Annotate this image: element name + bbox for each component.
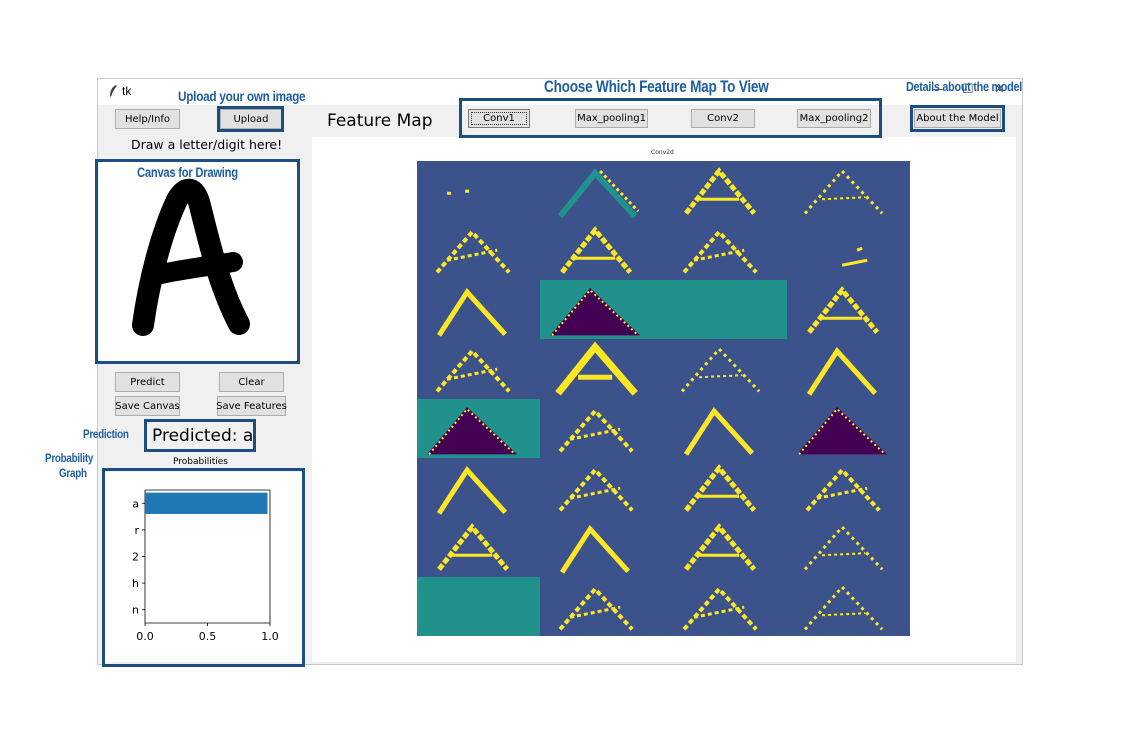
y-tick-label: r <box>134 524 139 537</box>
annotation-box-about <box>910 105 1005 132</box>
feature-map-tile <box>786 220 910 280</box>
feature-map-tile <box>786 339 910 399</box>
feature-map-tile <box>786 457 910 518</box>
tk-feather-icon <box>110 85 117 97</box>
annotation-probability-line1: Probability <box>45 451 94 465</box>
annotation-choose-feature-map: Choose Which Feature Map To View <box>544 77 769 96</box>
annotation-canvas: Canvas for Drawing <box>137 164 238 180</box>
help-info-button[interactable]: Help/Info <box>115 109 180 129</box>
feature-map-tile <box>786 517 910 577</box>
feature-map-tile <box>417 398 541 458</box>
minimize-icon[interactable]: — <box>932 82 945 97</box>
annotation-box-feature-tabs <box>459 98 882 138</box>
tab-conv1[interactable]: Conv1 <box>468 109 530 128</box>
about-model-button[interactable]: About the Model <box>914 109 1001 128</box>
feature-map-tile <box>417 339 541 399</box>
feature-map-tile <box>540 576 664 636</box>
feature-map-tile <box>417 457 541 518</box>
probability-chart: a r 2 h n 0.0 0.5 1.0 <box>132 489 279 643</box>
y-tick-label: a <box>132 497 139 510</box>
tab-max-pooling2[interactable]: Max_pooling2 <box>797 109 871 128</box>
prediction-output: Predicted: a <box>152 426 254 446</box>
probabilities-title: Probabilities <box>173 457 228 467</box>
annotation-box-upload <box>217 106 284 132</box>
draw-prompt: Draw a letter/digit here! <box>131 137 283 152</box>
feature-map-tile <box>417 517 541 577</box>
feature-map-tile <box>540 339 664 399</box>
y-tick-label: h <box>132 577 139 590</box>
tab-max-pooling1[interactable]: Max_pooling1 <box>575 109 648 128</box>
feature-map-grid <box>417 161 910 636</box>
feature-map-tile <box>417 279 541 340</box>
annotation-box-canvas <box>95 159 300 364</box>
feature-map-tile <box>663 398 787 458</box>
feature-map-tile <box>417 576 541 636</box>
feature-map-tile <box>540 457 664 518</box>
feature-map-tile <box>663 279 787 340</box>
close-icon[interactable]: ✕ <box>994 82 1005 97</box>
annotation-prediction: Prediction <box>83 427 129 441</box>
feature-map-tile <box>663 161 787 221</box>
feature-map-tile <box>663 457 787 518</box>
x-tick-label: 0.0 <box>136 630 154 643</box>
tab-conv2[interactable]: Conv2 <box>691 109 755 128</box>
feature-map-tile <box>663 220 787 280</box>
feature-map-tile <box>540 279 664 340</box>
annotation-box-prediction <box>144 419 256 452</box>
y-tick-label: 2 <box>132 551 139 564</box>
y-tick-label: n <box>132 604 139 617</box>
save-features-button[interactable]: Save Features <box>216 396 287 416</box>
drawn-letter-a <box>132 178 250 336</box>
clear-button[interactable]: Clear <box>219 372 284 392</box>
feature-map-plot-title: Conv2d <box>651 149 674 156</box>
x-tick-label: 0.5 <box>199 630 217 643</box>
upload-button[interactable]: Upload <box>220 109 282 129</box>
feature-map-tile <box>540 517 664 577</box>
annotation-model-details: Details about the model <box>906 79 1022 94</box>
predict-button[interactable]: Predict <box>115 372 180 392</box>
feature-map-tile <box>663 576 787 636</box>
feature-map-heading: Feature Map <box>327 111 433 131</box>
save-canvas-button[interactable]: Save Canvas <box>115 396 180 416</box>
drawing-canvas[interactable] <box>99 162 297 362</box>
feature-map-tile <box>663 339 787 399</box>
window-title: tk <box>122 84 132 98</box>
feature-map-tile <box>417 220 541 280</box>
annotation-box-probability <box>102 468 305 667</box>
annotation-upload: Upload your own image <box>178 88 306 104</box>
maximize-icon[interactable]: ☐ <box>962 82 974 97</box>
prob-bar-a <box>145 492 268 514</box>
feature-map-tile <box>786 576 910 636</box>
feature-map-tile <box>417 161 541 221</box>
feature-map-tile <box>786 279 910 340</box>
feature-map-tile <box>540 220 664 280</box>
annotation-probability-line2: Graph <box>59 466 87 480</box>
feature-map-tile <box>663 517 787 577</box>
feature-map-tile <box>540 398 664 458</box>
feature-map-tile <box>786 161 910 221</box>
probability-chart-area: a r 2 h n 0.0 0.5 1.0 <box>105 472 303 662</box>
x-tick-label: 1.0 <box>261 630 279 643</box>
feature-map-tile <box>540 161 664 221</box>
feature-map-tile <box>786 398 910 458</box>
